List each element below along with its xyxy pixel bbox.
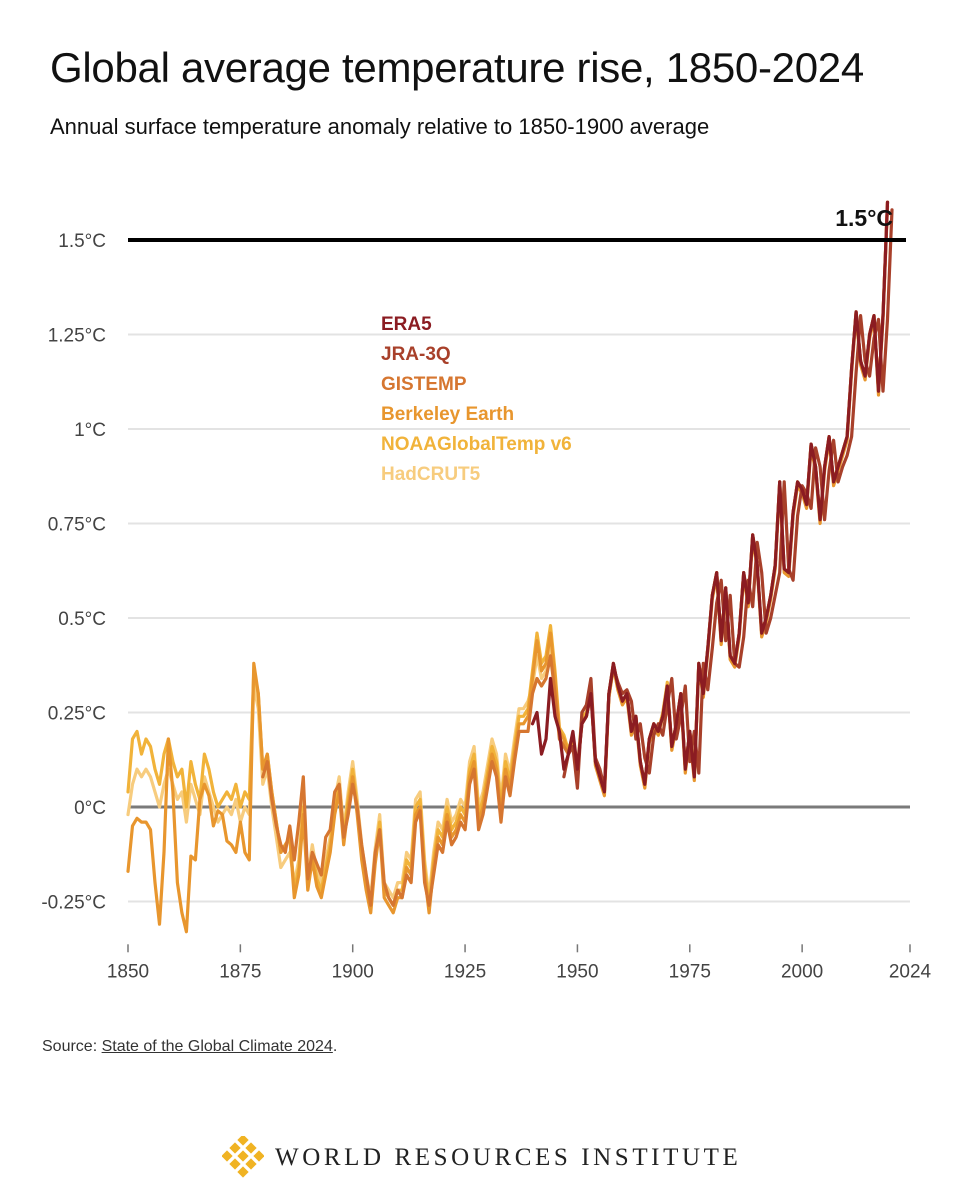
source-prefix: Source: [42, 1038, 102, 1055]
legend-item-berkeley-earth: Berkeley Earth [381, 404, 514, 425]
x-tick-label: 1975 [669, 961, 711, 982]
logo-diamond [245, 1142, 257, 1154]
legend-item-jra-3q: JRA-3Q [381, 344, 451, 365]
logo-diamond [253, 1150, 264, 1162]
legend-item-hadcrut5: HadCRUT5 [381, 464, 481, 485]
x-tick-label: 1950 [556, 961, 598, 982]
source-link[interactable]: State of the Global Climate 2024 [101, 1038, 333, 1055]
x-tick-label: 1925 [444, 961, 486, 982]
source-suffix: . [332, 1038, 338, 1055]
x-tick-label: 1900 [332, 961, 374, 982]
reference-layer: 1.5°C [128, 205, 906, 242]
series-line-jra-3q [562, 208, 894, 790]
logo-diamond [237, 1150, 249, 1162]
reference-line-label: 1.5°C [835, 205, 893, 231]
series-line-hadcrut5 [126, 200, 890, 900]
footer-organization: WORLD RESOURCES INSTITUTE [275, 1144, 742, 1171]
legend-item-noaaglobaltemp-v6: NOAAGlobalTemp v6 [381, 434, 572, 455]
y-tick-label: 0°C [74, 798, 106, 819]
y-tick-label: 1.5°C [58, 231, 106, 252]
x-tick-label: 2024 [889, 961, 932, 982]
chart-title: Global average temperature rise, 1850-20… [50, 44, 864, 91]
series-layer [126, 200, 894, 934]
y-axis: -0.25°C 0°C 0.25°C 0.5°C 0.75°C 1°C 1.25°C 1.5°… [41, 231, 106, 914]
logo-diamond [222, 1150, 233, 1162]
y-tick-label: -0.25°C [41, 893, 106, 914]
y-tick-label: 0.75°C [48, 515, 106, 536]
logo-diamond [229, 1158, 241, 1170]
x-tick-label: 1850 [107, 961, 149, 982]
legend-item-era5: ERA5 [381, 314, 432, 335]
footer: WORLD RESOURCES INSTITUTE [0, 1130, 960, 1186]
temperature-chart: 1.5°C -0.25°C 0°C 0.25°C 0.5°C 0.75°C 1°C 1.25… [41, 200, 932, 982]
y-tick-label: 1°C [74, 420, 106, 441]
y-tick-label: 0.5°C [58, 609, 106, 630]
legend-item-gistemp: GISTEMP [381, 374, 467, 395]
x-axis: 1850 1875 1900 1925 1950 1975 2000 2024 [107, 944, 932, 982]
source-note: Source: State of the Global Climate 2024… [42, 1038, 337, 1056]
grid-layer [128, 333, 910, 903]
series-line-era5 [530, 200, 890, 794]
y-tick-label: 0.25°C [48, 704, 106, 725]
x-tick-label: 1875 [219, 961, 261, 982]
chart-subtitle: Annual surface temperature anomaly relat… [50, 114, 710, 139]
series-line-noaaglobaltemp-v6 [126, 200, 890, 907]
logo-diamond [229, 1142, 241, 1154]
x-tick-label: 2000 [781, 961, 823, 982]
logo-diamond [237, 1166, 249, 1178]
y-tick-label: 1.25°C [48, 326, 106, 347]
logo-diamond [245, 1158, 257, 1170]
legend: ERA5 JRA-3Q GISTEMP Berkeley Earth NOAAGloba… [381, 314, 572, 485]
wri-logo-icon [222, 1136, 264, 1178]
logo-diamond [237, 1136, 249, 1146]
